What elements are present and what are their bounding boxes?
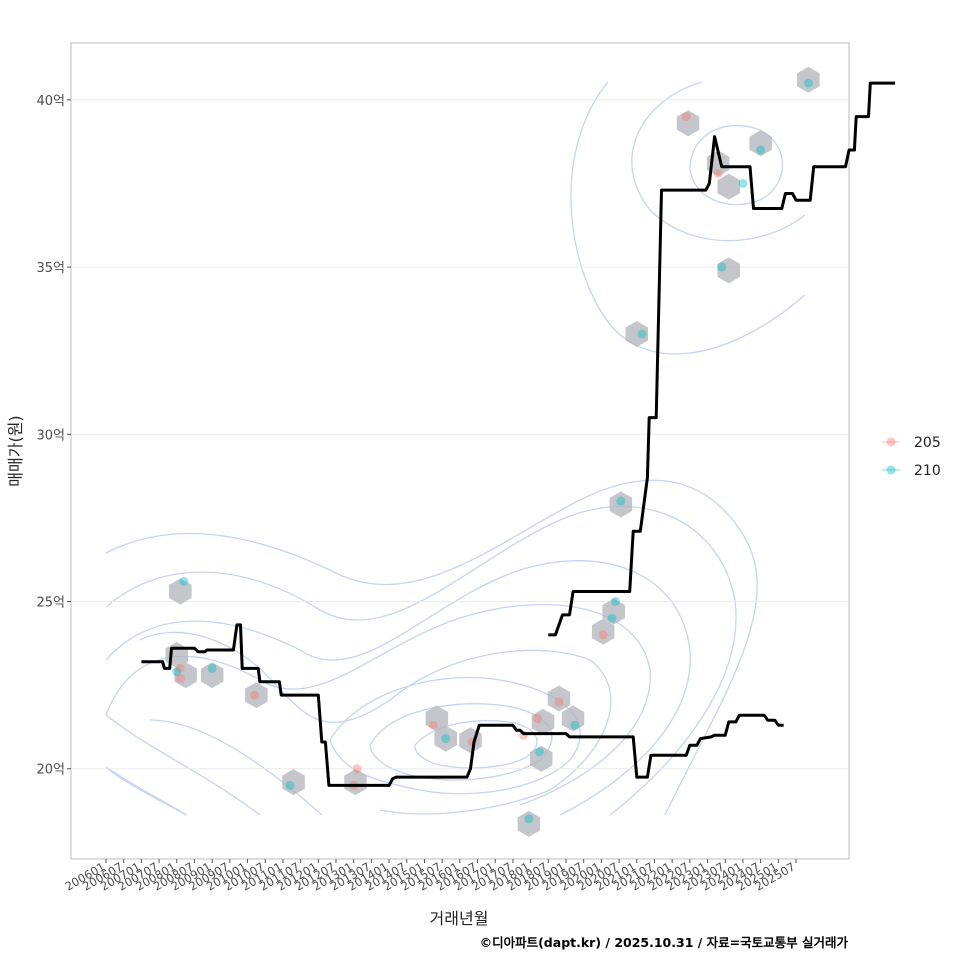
hexbin	[169, 578, 192, 605]
trend-lines	[141, 81, 896, 787]
x-axis: 2006012006072007012007072008012008072009…	[62, 859, 798, 894]
density-contour	[149, 719, 323, 816]
density-contour	[105, 714, 261, 816]
hexbin	[591, 618, 615, 645]
point-210	[607, 613, 617, 623]
legend-label: 210	[914, 463, 941, 479]
point-205	[352, 764, 362, 774]
density-contours	[105, 81, 806, 816]
hexbin-layer	[165, 66, 820, 837]
y-tick-label: 25억	[36, 595, 65, 610]
hexbin	[531, 708, 555, 735]
density-contour	[105, 479, 758, 816]
point-205	[713, 168, 723, 178]
legend-key-point	[886, 437, 896, 447]
y-axis-title: 매매가(원)	[6, 415, 25, 486]
legend-key-point	[886, 465, 896, 475]
point-205	[554, 697, 564, 707]
point-210	[441, 734, 451, 744]
hexbin	[200, 662, 224, 689]
density-contour	[570, 81, 806, 355]
hexbin	[602, 598, 625, 625]
point-205	[598, 630, 608, 640]
hexbin	[561, 705, 585, 732]
point-210	[524, 814, 534, 824]
density-contour	[139, 631, 612, 815]
point-205	[175, 673, 185, 683]
y-axis: 20억 25억 30억 35억 40억	[36, 94, 71, 778]
point-210	[803, 78, 813, 88]
point-210	[611, 596, 621, 606]
hexbin	[434, 725, 457, 752]
point-210	[534, 747, 544, 757]
hexbin	[676, 110, 700, 137]
y-tick-label: 40억	[36, 94, 65, 109]
trend-line	[548, 81, 896, 637]
point-210	[570, 720, 580, 730]
hexbin	[625, 321, 648, 347]
hexbin	[425, 705, 449, 732]
density-contour	[414, 720, 538, 769]
density-contour	[105, 560, 691, 816]
point-205	[428, 720, 438, 730]
hexbin	[344, 769, 367, 796]
point-210	[717, 262, 727, 272]
hexbin	[717, 257, 740, 284]
density-contour	[105, 603, 651, 806]
point-210	[756, 145, 766, 155]
density-contour	[689, 124, 783, 206]
hexbin	[749, 130, 772, 157]
point-210	[179, 576, 189, 586]
point-210	[172, 667, 182, 677]
hexbin	[547, 685, 571, 712]
y-tick-label: 35억	[36, 261, 65, 276]
y-tick-label: 30억	[36, 428, 65, 443]
hexbin	[245, 682, 268, 709]
trend-line	[141, 623, 784, 787]
hexbin	[717, 173, 740, 200]
hexbin	[609, 491, 633, 518]
x-axis-title: 거래년월	[430, 909, 489, 928]
caption: ©디아파트(dapt.kr) / 2025.10.31 / 자료=국토교통부 실…	[480, 935, 849, 950]
point-210	[285, 780, 295, 790]
point-205	[681, 112, 691, 122]
point-205	[250, 690, 260, 700]
y-tick-label: 20억	[36, 763, 65, 778]
point-205	[533, 714, 543, 724]
density-contour	[105, 505, 737, 816]
legend-label: 205	[914, 435, 941, 451]
density-contour	[329, 676, 581, 795]
point-210	[738, 178, 748, 188]
density-contour	[105, 766, 187, 816]
legend: 205 210	[882, 435, 941, 479]
hexbin	[797, 66, 820, 93]
hexbin	[517, 810, 541, 837]
point-205	[175, 663, 185, 673]
point-210	[207, 663, 217, 673]
point-210	[637, 329, 647, 339]
density-contour	[631, 81, 806, 242]
point-210	[616, 496, 626, 506]
hexbin	[174, 662, 197, 689]
hexbin	[530, 745, 553, 772]
hexbin	[282, 769, 305, 796]
